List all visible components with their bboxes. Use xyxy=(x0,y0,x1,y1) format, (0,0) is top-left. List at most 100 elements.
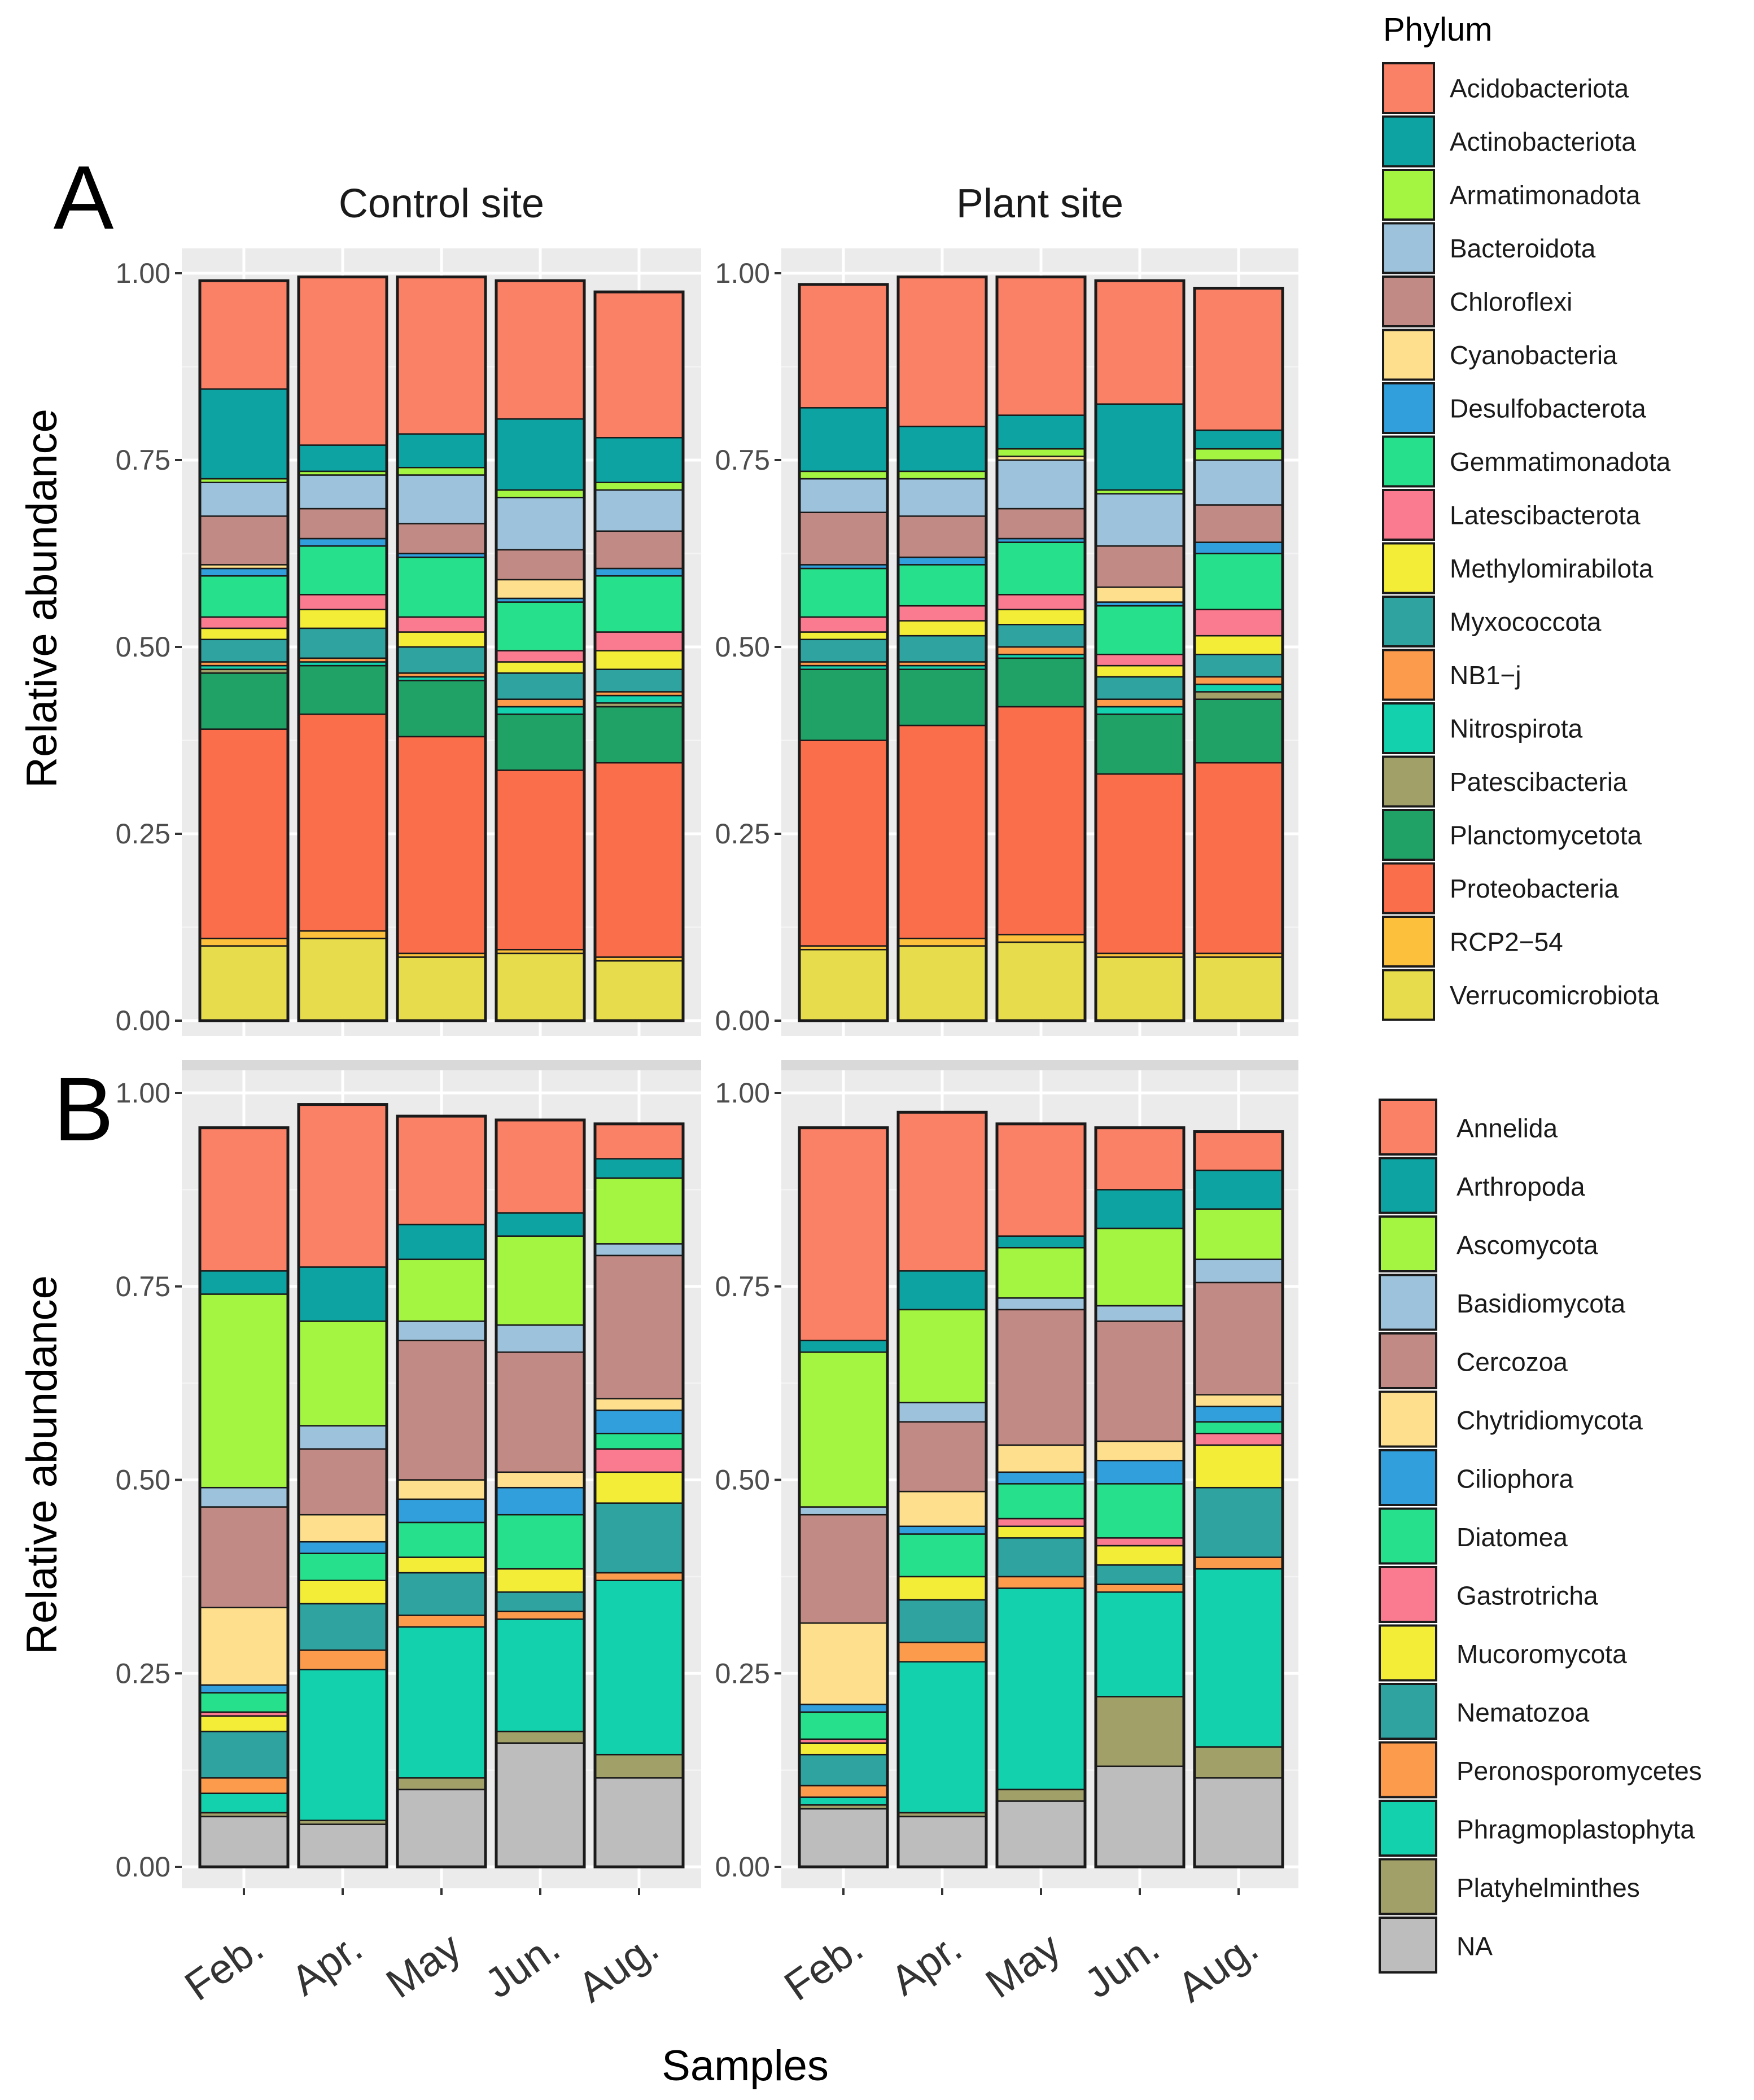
bar-segment-nitrospirota xyxy=(594,694,684,704)
bar-outline xyxy=(1094,279,1186,1022)
bar-outline xyxy=(995,275,1087,1022)
legend-key-swatch xyxy=(1379,1274,1437,1331)
bar-aug xyxy=(593,290,685,1022)
bar-feb xyxy=(198,279,290,1022)
bar-segment-nematozoa xyxy=(594,1502,684,1574)
bar-segment-desulfobacterota xyxy=(594,567,684,577)
bar-outline xyxy=(297,275,388,1022)
bar-segment-verrucomicrobiota xyxy=(495,952,585,1022)
bar-segment-peronosporomycetes xyxy=(594,1572,684,1581)
y-tick-label: 0.50 xyxy=(715,631,770,663)
legend-item-basidiomycota: Basidiomycota xyxy=(1379,1274,1626,1331)
bar-segment-peronosporomycetes xyxy=(199,1777,289,1795)
bar-outline xyxy=(1193,286,1284,1022)
bar-segment-rcp2-54 xyxy=(996,934,1086,943)
legend-label: RCP2−54 xyxy=(1450,928,1563,957)
bar-may xyxy=(396,275,487,1022)
y-tick-label: 0.75 xyxy=(715,444,770,476)
bar-apr xyxy=(297,275,388,1022)
legend-key-swatch xyxy=(1379,1390,1437,1448)
bar-segment-desulfobacterota xyxy=(1193,541,1284,554)
bar-segment-methylomirabilota xyxy=(199,627,289,641)
y-tick-label: 1.00 xyxy=(116,1077,170,1109)
legend-item-rcp2-54: RCP2−54 xyxy=(1382,916,1563,968)
legend-label: Cyanobacteria xyxy=(1450,340,1617,370)
bar-segment-nematozoa xyxy=(897,1599,987,1643)
bar-segment-proteobacteria xyxy=(594,762,684,958)
legend-key-swatch xyxy=(1379,1800,1437,1857)
legend-key-swatch xyxy=(1382,275,1435,327)
bar-segment-methylomirabilota xyxy=(996,609,1086,625)
bar-segment-annelida xyxy=(495,1119,585,1214)
legend-key-swatch xyxy=(1382,115,1435,168)
bar-segment-mucoromycota xyxy=(495,1568,585,1593)
bar-segment-ascomycota xyxy=(396,1258,487,1322)
bar-segment-ascomycota xyxy=(199,1293,289,1489)
bar-segment-nitrospirota xyxy=(1095,706,1185,715)
legend-key-swatch xyxy=(1379,1157,1437,1214)
y-tick-label: 0.75 xyxy=(116,444,170,476)
legend-item-cercozoa: Cercozoa xyxy=(1379,1332,1568,1389)
legend-item-planctomycetota: Planctomycetota xyxy=(1382,809,1642,861)
bar-segment-chloroflexi xyxy=(897,515,987,558)
bar-segment-ascomycota xyxy=(897,1309,987,1403)
bar-segment-basidiomycota xyxy=(1193,1258,1284,1284)
bar-segment-nb1-j xyxy=(495,698,585,708)
x-axis-title: Samples xyxy=(662,2042,829,2090)
legend-label: Platyhelminthes xyxy=(1456,1873,1640,1902)
bar-segment-chytridiomycota xyxy=(594,1398,684,1411)
bar-segment-chloroflexi xyxy=(798,511,889,566)
bar-outline xyxy=(896,275,988,1022)
bar-segment-methylomirabilota xyxy=(897,620,987,637)
bar-segment-bacteroidota xyxy=(897,478,987,517)
bar-segment-gemmatimonadota xyxy=(199,575,289,618)
bar-segment-bacteroidota xyxy=(199,482,289,517)
bar-segment-myxococcota xyxy=(798,638,889,663)
legend-key-swatch xyxy=(1382,542,1435,594)
bar-segment-actinobacteriota xyxy=(798,407,889,473)
y-tick-label: 0.00 xyxy=(715,1851,770,1883)
bar-segment-bacteroidota xyxy=(996,459,1086,510)
legend-item-bacteroidota: Bacteroidota xyxy=(1382,222,1596,274)
bar-segment-gemmatimonadota xyxy=(495,601,585,651)
legend-label: Chloroflexi xyxy=(1450,287,1572,317)
legend-item-myxococcota: Myxococcota xyxy=(1382,596,1602,648)
bar-segment-latescibacterota xyxy=(396,616,487,633)
bar-outline xyxy=(593,290,685,1022)
bar-segment-acidobacteriota xyxy=(1193,287,1284,431)
bar-segment-diatomea xyxy=(996,1483,1086,1520)
bar-segment-verrucomicrobiota xyxy=(798,948,889,1022)
bar-segment-chytridiomycota xyxy=(298,1513,388,1543)
bar-segment-planctomycetota xyxy=(298,664,388,715)
x-tick-label: Feb. xyxy=(776,1923,871,2010)
bar-segment-peronosporomycetes xyxy=(798,1784,889,1798)
legend-a: Phylum Acidobacteriota Actinobacteriota Arm… xyxy=(1382,11,1671,1021)
bar-segment-planctomycetota xyxy=(495,713,585,771)
legend-label: Cercozoa xyxy=(1456,1348,1568,1377)
legend-item-platyhelminthes: Platyhelminthes xyxy=(1379,1858,1640,1915)
bar-segment-cercozoa xyxy=(396,1340,487,1481)
bar-segment-proteobacteria xyxy=(798,740,889,947)
bar-outline xyxy=(798,1126,889,1869)
bar-feb xyxy=(198,1126,290,1869)
bar-segment-myxococcota xyxy=(594,668,684,693)
bar-segment-myxococcota xyxy=(396,646,487,674)
bar-segment-proteobacteria xyxy=(1193,762,1284,955)
legend-key-swatch xyxy=(1382,969,1435,1021)
legend-item-peronosporomycetes: Peronosporomycetes xyxy=(1379,1741,1702,1799)
bar-segment-arthropoda xyxy=(594,1158,684,1179)
bar-segment-cercozoa xyxy=(897,1421,987,1493)
bar-outline xyxy=(495,279,586,1022)
legend-label: Peronosporomycetes xyxy=(1456,1756,1702,1786)
y-tick-label: 0.00 xyxy=(116,1851,170,1883)
bar-segment-actinobacteriota xyxy=(298,444,388,473)
bar-outline xyxy=(798,283,889,1022)
bar-segment-nb1-j xyxy=(996,646,1086,655)
bar-segment-chloroflexi xyxy=(1193,504,1284,543)
bar-segment-methylomirabilota xyxy=(495,661,585,674)
legend-label: NB1−j xyxy=(1450,660,1521,690)
bar-segment-nematozoa xyxy=(1095,1564,1185,1585)
bar-outline xyxy=(495,1118,586,1869)
legend-key-swatch xyxy=(1379,1683,1437,1740)
panel-row-a: A Relative abundance Control site 0.00 0.25 0… xyxy=(18,147,1298,1036)
